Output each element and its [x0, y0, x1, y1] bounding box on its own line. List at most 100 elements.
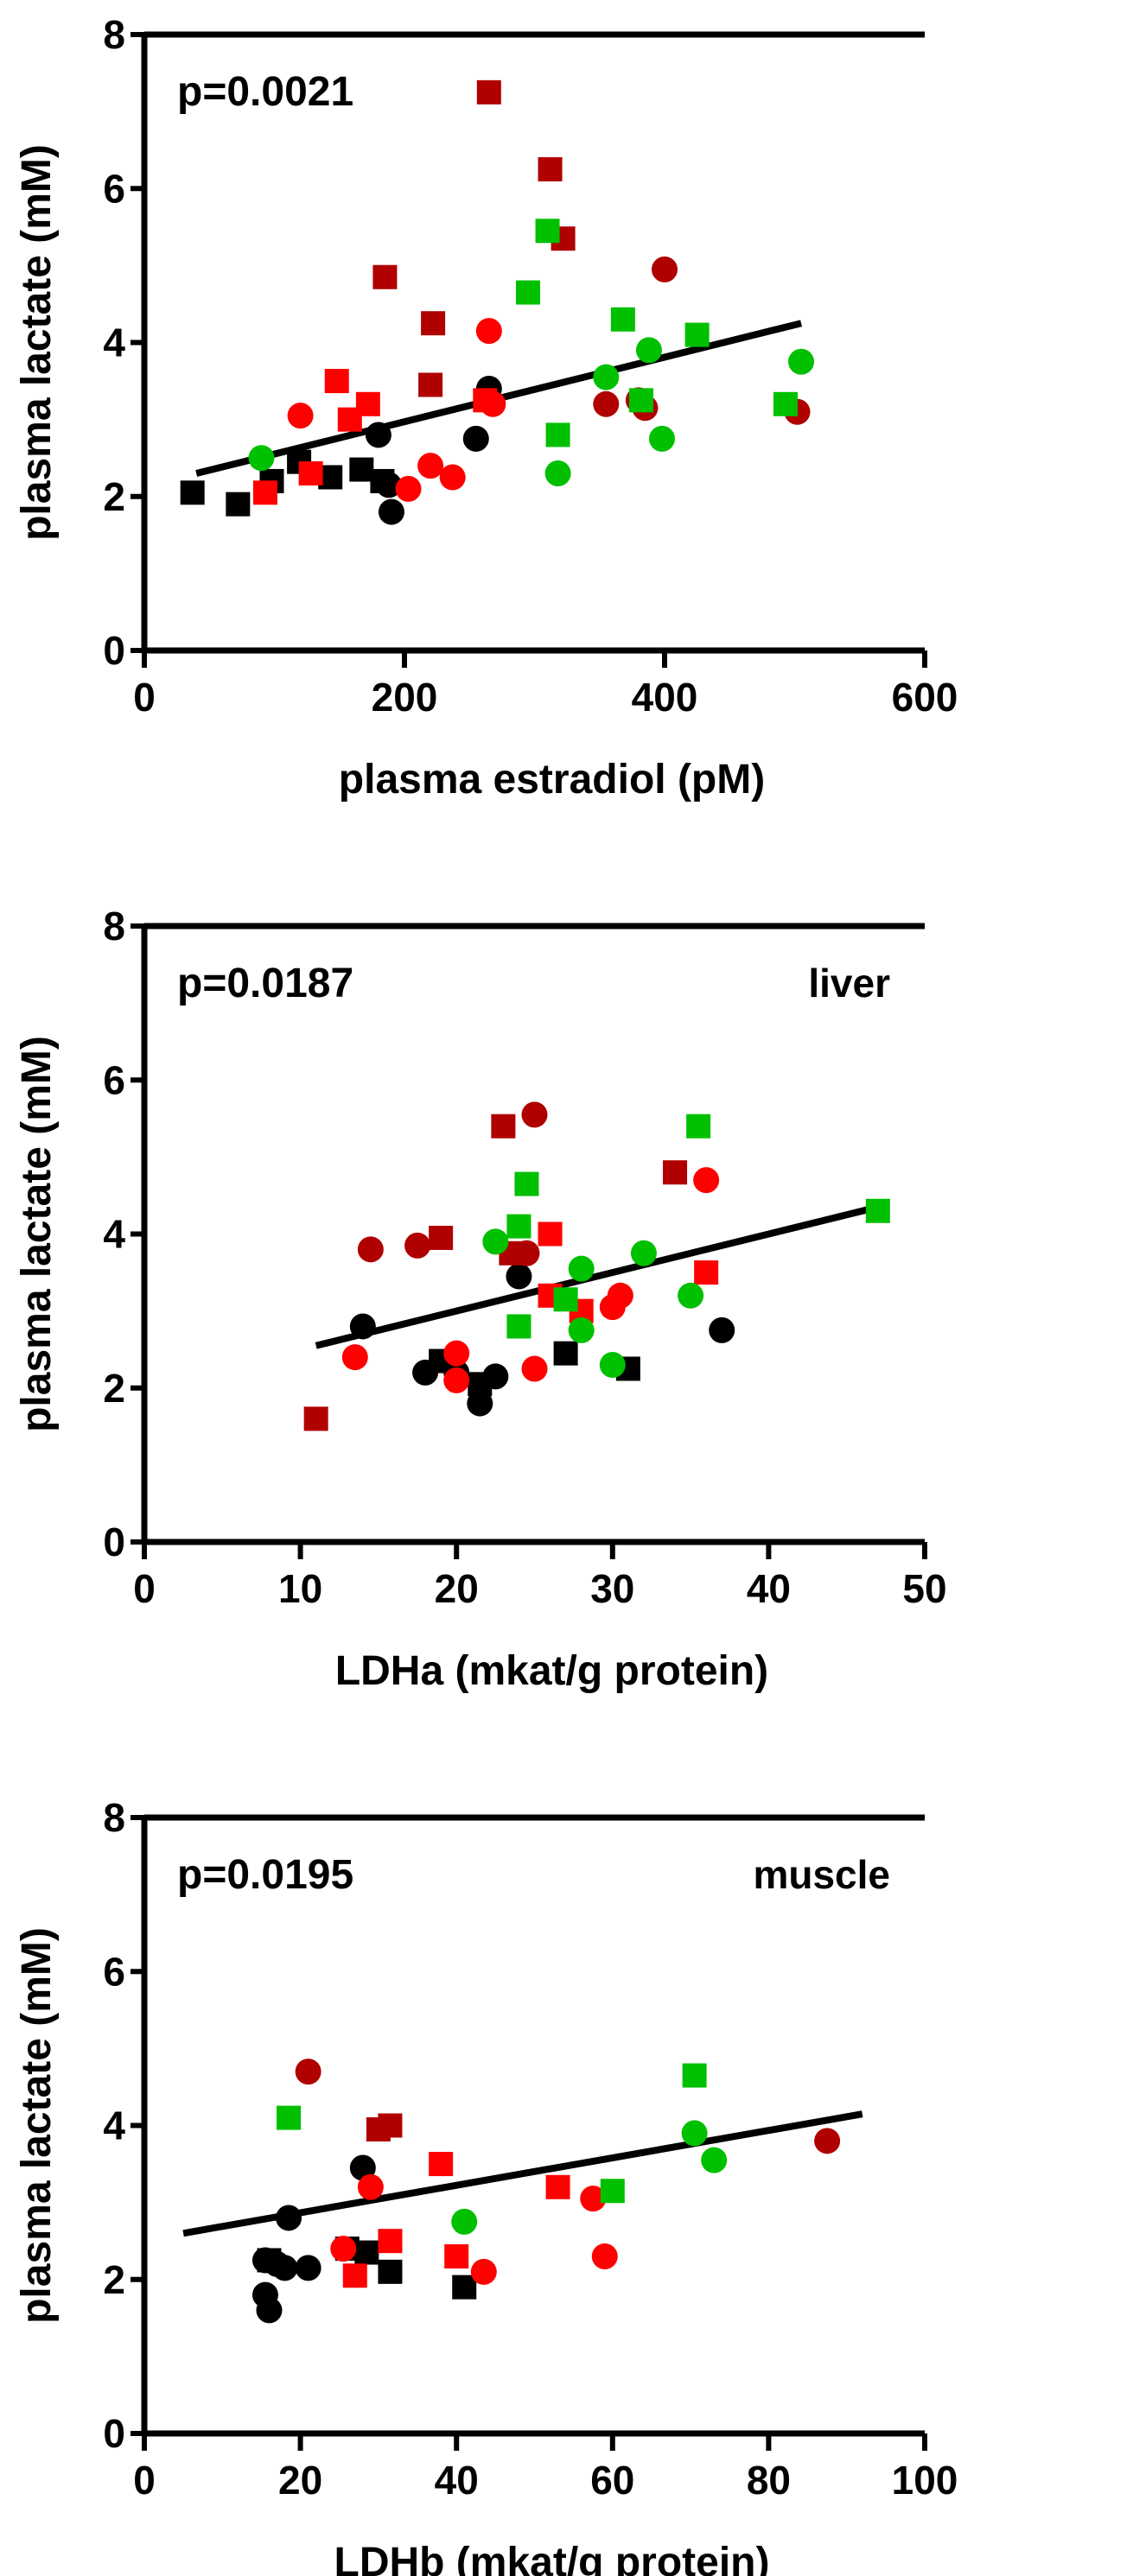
- x-tick-label: 0: [133, 1566, 156, 1611]
- point-green-square: [506, 1214, 531, 1239]
- point-black-circle: [467, 1390, 493, 1417]
- point-green-square: [610, 307, 635, 332]
- point-darkred-square: [372, 264, 398, 289]
- point-green-square: [628, 388, 653, 413]
- point-red-circle: [470, 2258, 497, 2285]
- point-green-square: [865, 1198, 890, 1223]
- point-green-circle: [701, 2147, 728, 2173]
- point-black-square: [553, 1341, 578, 1366]
- point-green-circle: [599, 1352, 626, 1379]
- point-green-circle: [568, 1317, 595, 1343]
- point-black-circle: [256, 2297, 283, 2324]
- point-black-circle: [462, 425, 489, 452]
- point-red-square: [252, 480, 277, 505]
- point-darkred-square: [421, 311, 446, 336]
- y-tick-label: 6: [103, 1949, 125, 1994]
- point-darkred-square: [538, 156, 563, 181]
- point-green-circle: [678, 1282, 704, 1309]
- point-black-square: [226, 492, 251, 517]
- x-tick-label: 10: [278, 1566, 322, 1611]
- y-tick-label: 4: [103, 2103, 125, 2148]
- point-green-square: [682, 2063, 707, 2088]
- point-red-square: [355, 391, 380, 416]
- point-red-circle: [357, 2173, 384, 2200]
- point-green-square: [553, 1287, 578, 1312]
- point-green-circle: [593, 364, 620, 390]
- x-tick-label: 0: [133, 675, 156, 720]
- point-red-square: [444, 2244, 469, 2269]
- point-darkred-square: [491, 1114, 516, 1139]
- point-green-circle: [451, 2208, 478, 2235]
- point-black-circle: [506, 1263, 532, 1290]
- point-darkred-circle: [593, 390, 620, 417]
- y-tick-label: 4: [103, 320, 125, 365]
- y-axis-label: plasma lactate (mM): [14, 144, 60, 541]
- point-red-circle: [341, 1344, 368, 1371]
- point-red-circle: [330, 2236, 357, 2262]
- point-green-circle: [568, 1255, 595, 1282]
- point-red-square: [342, 2263, 367, 2288]
- point-green-square: [684, 322, 710, 347]
- point-red-square: [694, 1260, 719, 1285]
- point-green-square: [515, 280, 540, 305]
- x-axis-label: plasma estradiol (pM): [339, 757, 765, 803]
- x-tick-label: 60: [590, 2458, 634, 2503]
- point-green-square: [545, 422, 570, 447]
- y-tick-label: 2: [103, 1366, 125, 1411]
- point-green-circle: [544, 460, 571, 487]
- scatter-panel-2: 0 2 4 6 8 0 10 20 30 40 50 LDHa (mkat/g protein) pla…: [14, 904, 947, 1694]
- point-darkred-square: [429, 1225, 454, 1250]
- point-red-circle: [417, 453, 444, 479]
- y-tick-label: 6: [103, 166, 125, 211]
- x-tick-label: 200: [372, 675, 438, 720]
- point-black-circle: [349, 1313, 376, 1340]
- point-black-circle: [276, 2205, 302, 2231]
- regression-line: [315, 1203, 879, 1349]
- point-darkred-circle: [404, 1232, 431, 1259]
- y-tick-label: 8: [103, 1795, 125, 1840]
- point-red-circle: [607, 1282, 633, 1309]
- point-darkred-square: [418, 372, 443, 397]
- point-green-circle: [635, 337, 662, 364]
- point-green-square: [600, 2179, 625, 2204]
- point-red-circle: [591, 2243, 618, 2270]
- point-red-circle: [480, 390, 506, 417]
- point-black-circle: [365, 422, 391, 448]
- point-darkred-square: [663, 1160, 688, 1185]
- point-black-square: [468, 1372, 493, 1397]
- tissue-label: muscle: [753, 1852, 890, 1897]
- y-tick-label: 2: [103, 474, 125, 519]
- point-green-circle: [648, 425, 675, 452]
- point-black-square: [180, 480, 205, 505]
- point-red-square: [298, 461, 323, 486]
- point-red-square: [324, 369, 349, 394]
- point-black-circle: [709, 1317, 735, 1343]
- x-tick-label: 20: [278, 2458, 322, 2503]
- x-tick-label: 80: [747, 2458, 791, 2503]
- y-tick-label: 0: [103, 628, 125, 673]
- point-darkred-circle: [295, 2059, 321, 2085]
- point-black-square: [452, 2275, 477, 2300]
- x-tick-label: 600: [892, 675, 958, 720]
- y-tick-label: 4: [103, 1212, 125, 1257]
- x-tick-label: 40: [747, 1566, 791, 1611]
- point-black-square: [349, 457, 374, 482]
- point-green-circle: [482, 1228, 509, 1255]
- x-tick-label: 100: [892, 2458, 958, 2503]
- point-black-circle: [378, 498, 404, 525]
- point-darkred-circle: [357, 1236, 384, 1263]
- point-red-circle: [443, 1340, 470, 1367]
- y-tick-label: 8: [103, 12, 125, 57]
- x-tick-label: 400: [632, 675, 698, 720]
- point-red-circle: [521, 1355, 548, 1382]
- y-tick-label: 8: [103, 904, 125, 949]
- point-green-circle: [248, 445, 275, 472]
- p-value-annotation: p=0.0021: [177, 69, 353, 115]
- y-tick-label: 6: [103, 1057, 125, 1102]
- y-axis-label: plasma lactate (mM): [14, 1927, 60, 2324]
- y-tick-label: 2: [103, 2257, 125, 2302]
- x-axis-label: LDHa (mkat/g protein): [335, 1648, 768, 1694]
- p-value-annotation: p=0.0187: [177, 961, 353, 1006]
